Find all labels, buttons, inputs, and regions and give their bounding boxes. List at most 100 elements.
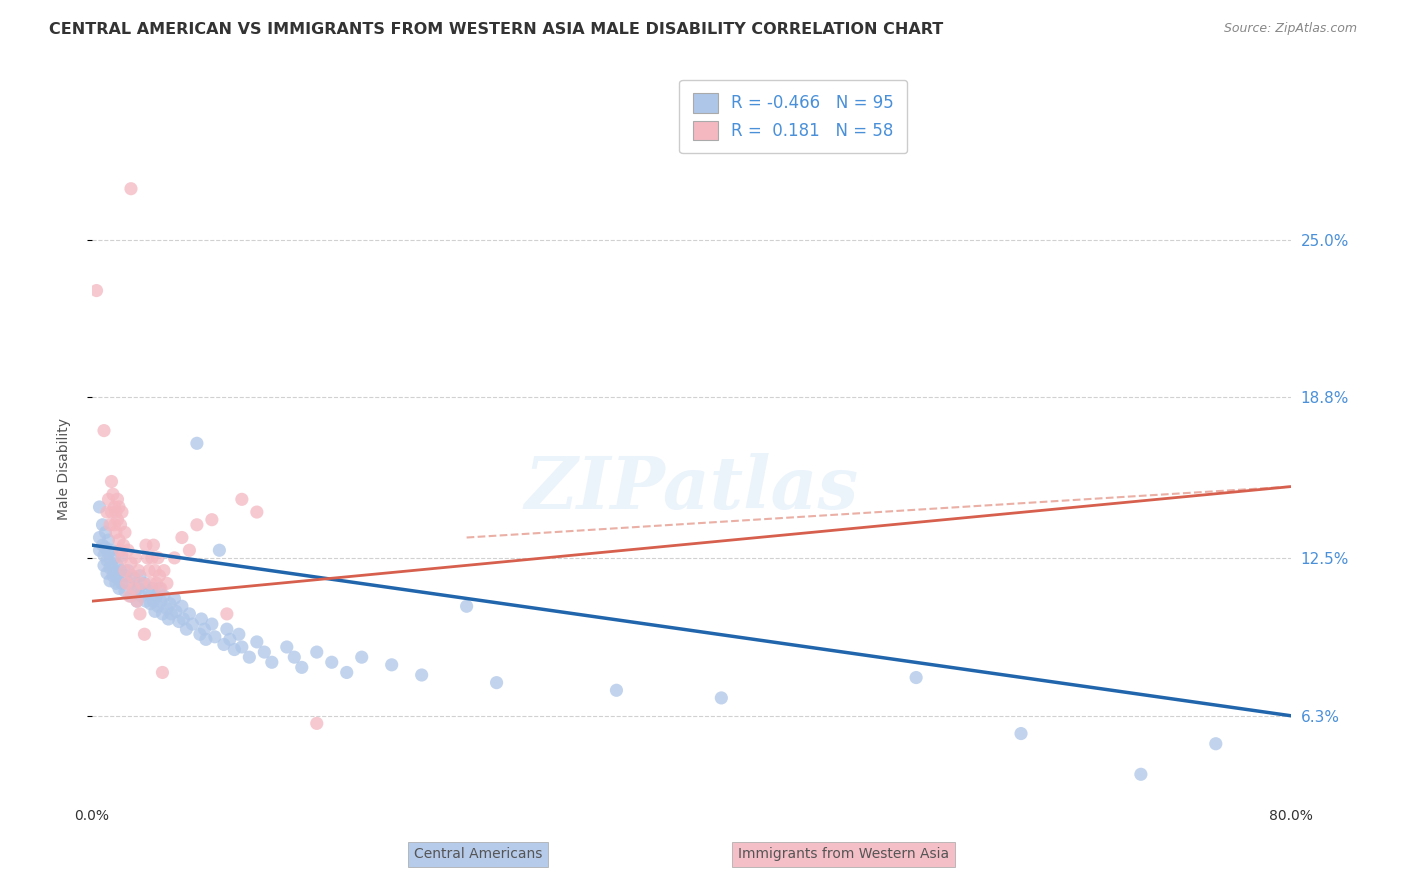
Point	[148, 568, 170, 582]
Point	[253, 645, 276, 659]
Point	[108, 533, 131, 547]
Point	[139, 576, 162, 591]
Point	[101, 568, 124, 582]
Point	[336, 665, 359, 680]
Point	[381, 657, 404, 672]
Point	[131, 589, 153, 603]
Point	[201, 513, 224, 527]
Point	[122, 571, 145, 585]
Point	[605, 683, 627, 698]
Point	[179, 543, 201, 558]
Point	[231, 492, 253, 507]
Point	[121, 568, 143, 582]
Point	[110, 517, 132, 532]
Point	[100, 543, 122, 558]
Point	[110, 543, 132, 558]
Point	[160, 607, 183, 621]
Point	[170, 599, 193, 614]
Point	[1129, 767, 1152, 781]
Y-axis label: Male Disability: Male Disability	[58, 417, 72, 520]
Point	[98, 561, 121, 575]
Point	[172, 612, 194, 626]
Point	[193, 622, 215, 636]
Point	[98, 517, 121, 532]
Point	[149, 594, 172, 608]
Point	[89, 531, 111, 545]
Point	[97, 533, 120, 547]
Point	[215, 622, 238, 636]
Point	[136, 550, 159, 565]
Point	[152, 607, 174, 621]
Point	[170, 531, 193, 545]
Text: CENTRAL AMERICAN VS IMMIGRANTS FROM WESTERN ASIA MALE DISABILITY CORRELATION CHA: CENTRAL AMERICAN VS IMMIGRANTS FROM WEST…	[49, 22, 943, 37]
Point	[96, 566, 118, 581]
Point	[350, 650, 373, 665]
Point	[103, 550, 125, 565]
Point	[107, 571, 129, 585]
Text: Central Americans: Central Americans	[413, 847, 543, 861]
Point	[134, 576, 156, 591]
Point	[122, 582, 145, 596]
Point	[188, 627, 211, 641]
Point	[145, 576, 167, 591]
Point	[208, 543, 231, 558]
Point	[204, 630, 226, 644]
Point	[238, 650, 260, 665]
Point	[152, 665, 174, 680]
Point	[186, 517, 208, 532]
Point	[93, 549, 115, 563]
Point	[129, 568, 152, 582]
Point	[91, 538, 114, 552]
Point	[96, 505, 118, 519]
Point	[100, 475, 122, 489]
Point	[905, 671, 928, 685]
Point	[710, 690, 733, 705]
Point	[114, 584, 136, 599]
Point	[112, 538, 135, 552]
Point	[108, 582, 131, 596]
Point	[86, 284, 108, 298]
Point	[127, 564, 149, 578]
Point	[246, 505, 269, 519]
Point	[118, 589, 141, 603]
Point	[146, 599, 169, 614]
Point	[111, 550, 134, 565]
Point	[143, 564, 166, 578]
Point	[120, 589, 142, 603]
Point	[228, 627, 250, 641]
Point	[218, 632, 240, 647]
Point	[100, 505, 122, 519]
Point	[114, 568, 136, 582]
Point	[104, 576, 127, 591]
Point	[103, 500, 125, 514]
Point	[165, 604, 187, 618]
Point	[101, 487, 124, 501]
Point	[135, 538, 157, 552]
Point	[89, 543, 111, 558]
Point	[246, 635, 269, 649]
Point	[120, 556, 142, 570]
Text: Source: ZipAtlas.com: Source: ZipAtlas.com	[1223, 22, 1357, 36]
Point	[1205, 737, 1227, 751]
Point	[108, 500, 131, 514]
Point	[167, 615, 190, 629]
Point	[260, 655, 283, 669]
Point	[111, 505, 134, 519]
Point	[153, 564, 176, 578]
Point	[145, 589, 167, 603]
Point	[153, 589, 176, 603]
Point	[148, 582, 170, 596]
Point	[201, 617, 224, 632]
Point	[107, 513, 129, 527]
Point	[456, 599, 478, 614]
Point	[181, 617, 204, 632]
Point	[97, 492, 120, 507]
Point	[117, 543, 139, 558]
Point	[291, 660, 314, 674]
Point	[117, 564, 139, 578]
Legend: R = -0.466   N = 95, R =  0.181   N = 58: R = -0.466 N = 95, R = 0.181 N = 58	[679, 80, 907, 153]
Point	[283, 650, 305, 665]
Text: ZIPatlas: ZIPatlas	[524, 453, 859, 524]
Point	[120, 182, 142, 196]
Point	[186, 436, 208, 450]
